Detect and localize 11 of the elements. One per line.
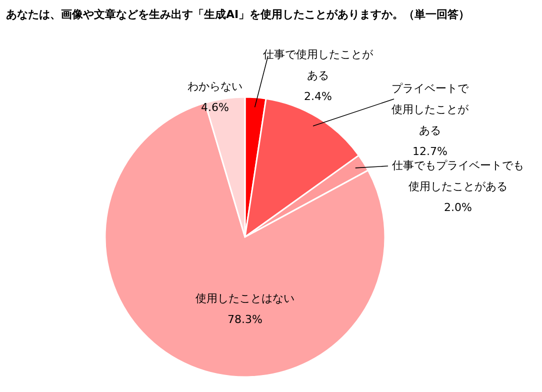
data-label: 78.3% bbox=[228, 313, 262, 326]
data-label: 12.7% bbox=[412, 145, 448, 158]
slice-label: わからない bbox=[188, 80, 242, 93]
slice-label: プライベートで使用したことがある bbox=[392, 82, 468, 137]
data-label: 2.4% bbox=[304, 90, 332, 103]
data-label: 4.6% bbox=[201, 101, 229, 114]
chart-title: あなたは、画像や文章などを生み出す「生成AI」を使用したことがありますか。（単一回答） bbox=[6, 7, 471, 23]
slice-label: 使用したことはない bbox=[196, 292, 294, 305]
slice-label: 仕事で使用したことがある bbox=[263, 48, 373, 82]
data-label: 2.0% bbox=[444, 201, 472, 214]
slice-label: 仕事でもプライベートでも使用したことがある bbox=[392, 159, 524, 193]
